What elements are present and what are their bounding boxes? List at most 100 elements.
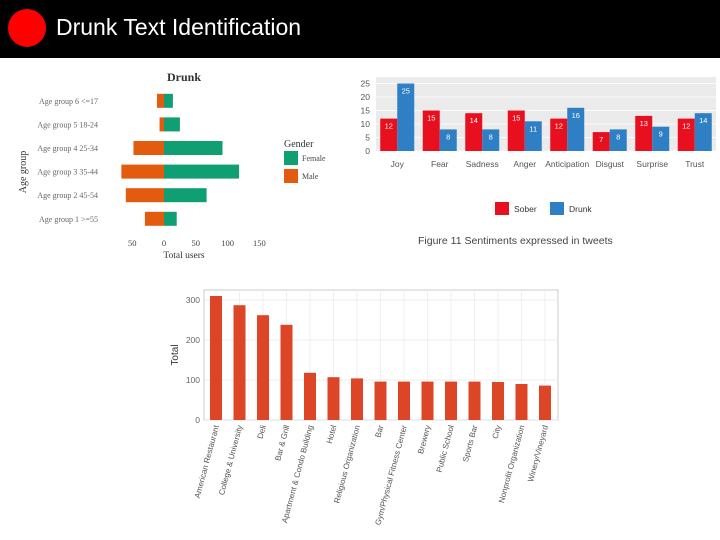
chart1-legend-swatch [284, 151, 298, 165]
chart3-category-label: City [491, 424, 503, 440]
chart2-category-label: Anticipation [545, 159, 589, 169]
chart1-bar-female [164, 188, 207, 203]
chart1-bar-female [164, 93, 173, 108]
chart3-bar [468, 381, 481, 420]
chart3-category-label: Religious Organization [332, 424, 362, 504]
chart3-bar [445, 381, 457, 420]
chart1-tick-label: 0 [162, 238, 166, 248]
chart1-tick-label: 50 [128, 238, 137, 248]
chart1-bar-male [133, 141, 164, 155]
chart3-category-label: Sports Bar [461, 424, 480, 463]
chart2-category-label: Trust [685, 159, 705, 169]
chart1-bar-male [121, 164, 164, 179]
chart1-legend-label: Female [302, 154, 326, 163]
chart2-data-label: 8 [446, 132, 450, 141]
chart3-bar [327, 377, 340, 420]
chart3-category-label: Winery/Vineyard [526, 424, 550, 483]
age-gender-chart: Drunk Age group 6 <=17 Age group 5 18-24 Ag… [18, 70, 326, 261]
chart2-data-label: 15 [427, 114, 435, 123]
chart2-bar-sober [592, 132, 610, 151]
chart2-data-label: 16 [572, 111, 580, 120]
chart2-bar-drunk [524, 121, 542, 151]
chart1-xlabel: Total users [163, 251, 205, 261]
chart2-caption: Figure 11 Sentiments expressed in tweets [418, 235, 613, 247]
chart2-data-label: 13 [640, 119, 648, 128]
chart1-bar-male [157, 93, 164, 108]
chart2-bar-sober [550, 118, 568, 151]
chart3-bar [351, 378, 363, 420]
chart2-bar-drunk [567, 107, 585, 151]
chart2-bar-sober [380, 118, 398, 151]
chart1-bar-female [164, 211, 177, 226]
chart2-tick-label: 10 [361, 119, 371, 129]
chart2-bar-drunk [482, 129, 500, 151]
chart2-bar-sober [635, 115, 653, 151]
chart1-category-label: Age group 3 35-44 [37, 168, 98, 177]
chart3-category-label: Brewery [416, 424, 432, 455]
chart2-bar-drunk [694, 113, 712, 151]
chart1-bar-male [159, 117, 164, 132]
chart2-bar-drunk [397, 83, 415, 151]
chart1-bar-female [164, 164, 240, 179]
chart2-legend-swatch [550, 202, 564, 215]
chart2-tick-label: 5 [365, 133, 370, 143]
chart2-bar-drunk [652, 126, 670, 151]
chart2-data-label: 12 [385, 122, 393, 131]
chart3-bar [233, 305, 246, 420]
chart1-bar-male [125, 188, 164, 203]
chart1-legend-label: Male [302, 172, 319, 181]
chart3-category-label: American Restaurant [193, 423, 221, 499]
chart2-data-label: 9 [659, 130, 663, 139]
chart2-category-label: Surprise [636, 159, 668, 169]
chart2-data-label: 11 [529, 124, 537, 133]
chart3-tick-label: 0 [195, 415, 200, 425]
chart3-bar [492, 382, 504, 420]
chart1-tick-label: 150 [253, 238, 266, 248]
chart2-data-label: 14 [699, 116, 707, 125]
chart3-bar [257, 315, 269, 420]
chart1-bar-female [164, 141, 223, 155]
chart3-category-label: Public School [435, 424, 456, 473]
chart2-data-label: 12 [682, 122, 690, 131]
title-bar: Drunk Text Identification [0, 0, 720, 58]
chart3-bar [280, 324, 293, 420]
chart3-category-label: Hotel [325, 424, 339, 445]
bullet-dot-icon [8, 9, 46, 47]
chart3-category-label: College & University [217, 424, 244, 496]
chart2-bar-drunk [609, 129, 627, 151]
chart1-legend-swatch [284, 169, 298, 183]
chart3-bar [539, 385, 551, 420]
chart2-category-label: Anger [513, 159, 536, 169]
chart3-ylabel: Total [170, 344, 181, 365]
chart1-legend-title: Gender [284, 139, 314, 150]
chart2-category-label: Sadness [466, 159, 499, 169]
chart2-bar-drunk [439, 129, 457, 151]
chart2-tick-label: 15 [361, 106, 371, 116]
chart3-category-label: Nonprofit Organization [497, 424, 526, 504]
chart2-tick-label: 25 [361, 79, 371, 89]
chart2-category-label: Joy [391, 159, 405, 169]
chart2-bar-sober [677, 118, 695, 151]
chart3-bar [304, 372, 316, 420]
chart2-tick-label: 0 [365, 146, 370, 156]
chart3-category-label: Gym/Physical Fitness Center [374, 424, 409, 526]
chart3-bar [374, 381, 387, 420]
chart3-tick-label: 300 [186, 295, 200, 305]
chart2-data-label: 7 [599, 135, 603, 144]
chart2-bar-sober [507, 110, 525, 151]
chart3-category-label: Deli [256, 424, 268, 440]
chart2-legend-swatch [495, 202, 509, 215]
chart3-bar [398, 381, 410, 420]
chart2-category-label: Fear [431, 159, 449, 169]
chart1-category-label: Age group 1 >=55 [39, 215, 98, 224]
slide-title: Drunk Text Identification [56, 14, 302, 40]
chart2-data-label: 15 [512, 114, 520, 123]
chart2-data-label: 25 [402, 87, 410, 96]
chart1-bar-male [144, 211, 164, 226]
chart1-title: Drunk [167, 70, 201, 84]
chart2-legend-label: Drunk [569, 204, 592, 214]
chart2-tick-label: 20 [361, 92, 371, 102]
chart3-category-label: Bar & Grill [273, 424, 291, 462]
sentiment-chart: 0 5 10 15 20 25 12 25 Joy 15 8 Fear 14 8 Sadness 15 11 An… [361, 77, 716, 247]
chart2-data-label: 8 [489, 132, 493, 141]
